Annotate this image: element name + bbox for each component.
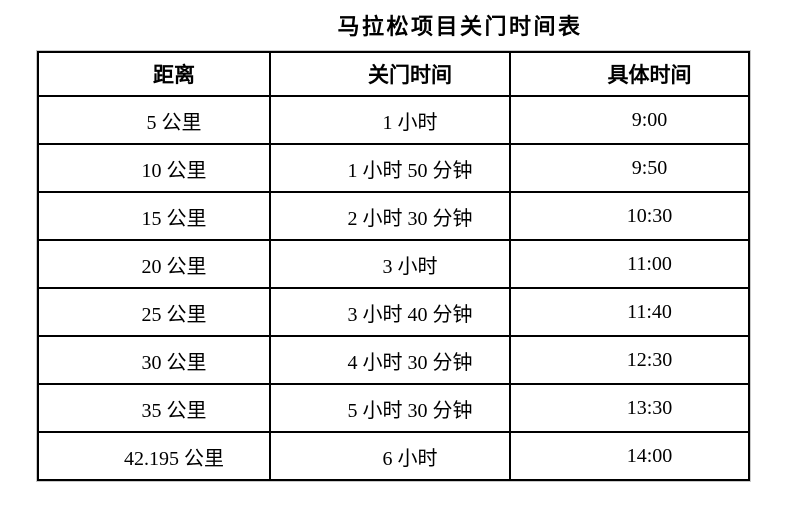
cell-clock-time: 11:00 — [509, 239, 750, 289]
cell-clock-time: 12:30 — [509, 335, 750, 385]
cell-distance: 10 公里 — [37, 143, 271, 193]
table-row: 5 公里 1 小时 9:00 — [37, 95, 750, 145]
table-header-row: 距离 关门时间 具体时间 — [37, 51, 750, 97]
cell-clock-time: 14:00 — [509, 431, 750, 481]
cell-closing-time: 6 小时 — [269, 431, 511, 481]
table-row: 15 公里 2 小时 30 分钟 10:30 — [37, 191, 750, 241]
cell-closing-time: 4 小时 30 分钟 — [269, 335, 511, 385]
cell-clock-time: 10:30 — [509, 191, 750, 241]
cell-clock-time: 11:40 — [509, 287, 750, 337]
column-header-closing-time: 关门时间 — [269, 51, 511, 97]
cell-distance: 25 公里 — [37, 287, 271, 337]
closing-time-table: 距离 关门时间 具体时间 5 公里 1 小时 9:00 10 公里 1 小时 5… — [37, 51, 750, 481]
cell-clock-time: 13:30 — [509, 383, 750, 433]
cell-closing-time: 2 小时 30 分钟 — [269, 191, 511, 241]
table-row: 30 公里 4 小时 30 分钟 12:30 — [37, 335, 750, 385]
table-row: 20 公里 3 小时 11:00 — [37, 239, 750, 289]
column-header-clock-time: 具体时间 — [509, 51, 750, 97]
cell-closing-time: 1 小时 50 分钟 — [269, 143, 511, 193]
column-header-distance: 距离 — [37, 51, 271, 97]
table-row: 25 公里 3 小时 40 分钟 11:40 — [37, 287, 750, 337]
page-title: 马拉松项目关门时间表 — [337, 14, 583, 39]
cell-clock-time: 9:00 — [509, 95, 750, 145]
cell-closing-time: 3 小时 — [269, 239, 511, 289]
cell-distance: 5 公里 — [37, 95, 271, 145]
cell-distance: 30 公里 — [37, 335, 271, 385]
table-row: 35 公里 5 小时 30 分钟 13:30 — [37, 383, 750, 433]
cell-closing-time: 1 小时 — [269, 95, 511, 145]
table-row: 42.195 公里 6 小时 14:00 — [37, 431, 750, 481]
table-row: 10 公里 1 小时 50 分钟 9:50 — [37, 143, 750, 193]
cell-distance: 20 公里 — [37, 239, 271, 289]
cell-distance: 15 公里 — [37, 191, 271, 241]
cell-distance: 35 公里 — [37, 383, 271, 433]
cell-distance: 42.195 公里 — [37, 431, 271, 481]
cell-closing-time: 5 小时 30 分钟 — [269, 383, 511, 433]
cell-clock-time: 9:50 — [509, 143, 750, 193]
cell-closing-time: 3 小时 40 分钟 — [269, 287, 511, 337]
